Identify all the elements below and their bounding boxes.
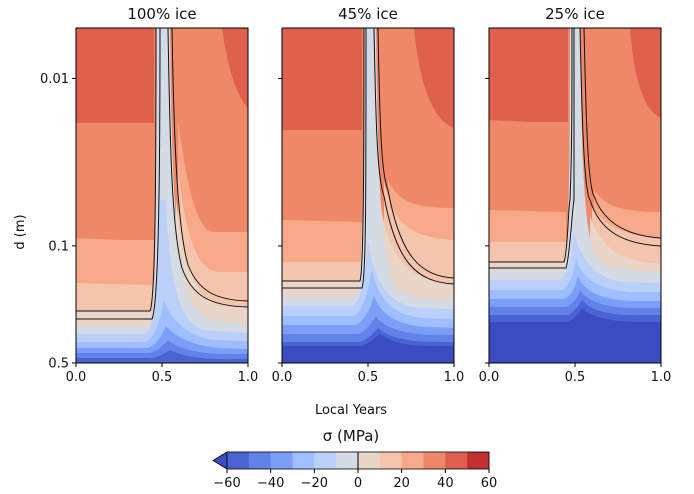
- colorbar-tick-label: −40: [257, 476, 284, 491]
- colorbar-swatch: [336, 452, 359, 469]
- colorbar-tick-label: 60: [481, 476, 498, 491]
- colorbar-swatch: [423, 452, 446, 469]
- contour-line-outer: [489, 28, 573, 263]
- contour-line-outer: [282, 28, 365, 282]
- panel-100-ice: [76, 28, 248, 363]
- panel-title-25: 25% ice: [545, 5, 605, 23]
- axes-layer: 0.0 0.5 1.00.010.10.50.0 0.5 1.0 0.0 0.5 1.0: [40, 72, 671, 385]
- band-cold-40: [76, 340, 248, 363]
- band-warm-40-right: [414, 28, 454, 128]
- band-cold-10: [76, 200, 248, 363]
- colorbar-swatch: [314, 452, 337, 469]
- contour-line-right-a: [167, 28, 248, 308]
- colorbar-tick-label: 0: [354, 476, 362, 491]
- contour-line-inner: [489, 28, 575, 269]
- x-tick-label: 0.0: [66, 370, 87, 385]
- band-cold-60: [489, 308, 661, 363]
- band-warm-40-left: [489, 28, 568, 122]
- band-warm-30-right: [194, 150, 248, 232]
- colorbar-swatch: [227, 452, 250, 469]
- band-warm-40-left: [76, 28, 154, 123]
- y-tick-label: 0.1: [48, 239, 69, 254]
- contour-line-right-b: [583, 28, 661, 239]
- y-tick-label: 0.5: [48, 357, 69, 372]
- colorbar-swatch: [445, 452, 468, 469]
- x-tick-label: 0.5: [152, 370, 173, 385]
- colorbar-tick-label: 40: [437, 476, 454, 491]
- contour-line-right-a: [373, 28, 454, 285]
- contour-line-right-b: [171, 28, 248, 302]
- panel-25-ice: [489, 28, 661, 363]
- band-cold-neutral: [489, 28, 661, 363]
- colorbar-swatch: [248, 452, 271, 469]
- contour-line-inner: [76, 28, 161, 320]
- colorbar-swatch: [401, 452, 424, 469]
- colorbar-swatch: [270, 452, 293, 469]
- colorbar-label: σ (MPa): [323, 427, 379, 445]
- colorbar-swatch: [467, 452, 490, 469]
- contour-line-right-a: [579, 28, 661, 247]
- band-cold-neutral: [282, 28, 454, 363]
- x-tick-label: 0.5: [565, 370, 586, 385]
- band-warm-40-left: [282, 28, 362, 130]
- panel-title-45: 45% ice: [338, 5, 398, 23]
- band-warm-40-right: [222, 28, 248, 108]
- colorbar-swatch: [292, 452, 315, 469]
- panel-45-ice: [282, 28, 454, 363]
- colorbar-tick-label: −20: [301, 476, 328, 491]
- band-warm-40-right: [630, 28, 661, 118]
- x-tick-label: 0.0: [479, 370, 500, 385]
- x-tick-label: 0.5: [358, 370, 379, 385]
- colorbar-swatch: [358, 452, 381, 469]
- y-tick-label: 0.01: [40, 72, 69, 87]
- x-tick-label: 1.0: [651, 370, 672, 385]
- colorbar-extend-min: [212, 451, 228, 470]
- y-axis-label: d (m): [13, 214, 28, 249]
- colorbar-tick-label: 20: [393, 476, 410, 491]
- contour-line-right-b: [377, 28, 454, 279]
- colorbar: −60 −40 −20 0 20 40 60: [212, 451, 498, 491]
- x-axis-label: Local Years: [315, 403, 387, 418]
- band-cold-50: [76, 350, 248, 363]
- contour-line-outer: [76, 28, 157, 312]
- x-tick-label: 1.0: [238, 370, 259, 385]
- panel-title-100: 100% ice: [127, 5, 196, 23]
- contour-line-inner: [282, 28, 367, 289]
- colorbar-tick-label: −60: [213, 476, 240, 491]
- band-cold-neutral: [76, 28, 248, 363]
- colorbar-swatch: [379, 452, 402, 469]
- x-tick-label: 1.0: [444, 370, 465, 385]
- x-tick-label: 0.0: [272, 370, 293, 385]
- band-cold-60: [282, 334, 454, 363]
